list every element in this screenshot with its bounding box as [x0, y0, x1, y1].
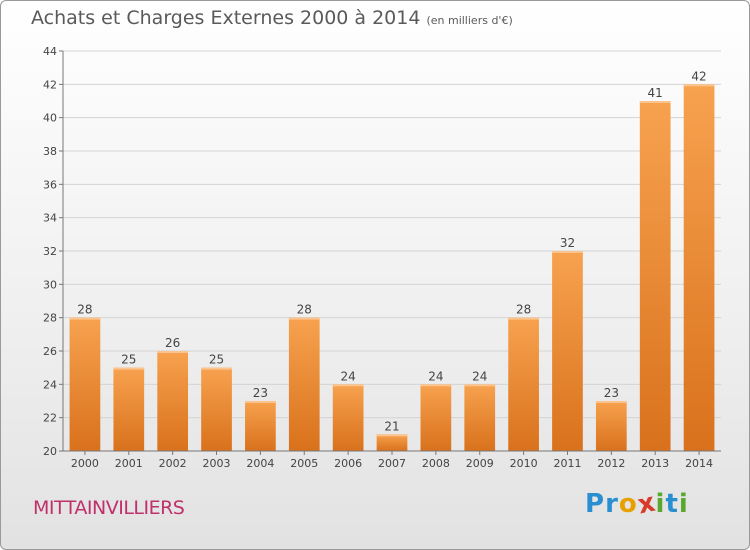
y-tick-label: 30: [43, 278, 57, 291]
y-tick-label: 40: [43, 112, 57, 125]
bar-highlight: [552, 251, 583, 253]
bar-highlight: [376, 434, 408, 437]
y-tick-label: 32: [43, 245, 57, 258]
chart-title-text: Achats et Charges Externes 2000 à 2014: [31, 7, 421, 29]
bar: [332, 384, 364, 451]
x-tick-label: 2013: [641, 457, 669, 470]
logo-letter: r: [605, 489, 619, 519]
y-tick-label: 22: [43, 412, 57, 425]
chart-title: Achats et Charges Externes 2000 à 2014 (e…: [31, 7, 513, 29]
data-label: 28: [77, 303, 92, 317]
x-tick-label: 2005: [290, 457, 318, 470]
bar: [157, 351, 189, 451]
data-label: 25: [121, 353, 136, 367]
bar-highlight: [69, 317, 101, 320]
logo-letter: P: [585, 489, 606, 519]
data-label: 21: [384, 419, 399, 433]
bar: [508, 317, 539, 451]
y-tick-label: 20: [43, 445, 57, 458]
y-tick-label: 36: [43, 178, 57, 191]
data-label: 23: [253, 386, 268, 400]
x-tick-label: 2011: [553, 457, 581, 470]
bar-highlight: [332, 384, 364, 387]
bar-highlight: [508, 317, 539, 320]
bar: [683, 84, 715, 451]
bar-highlight: [595, 401, 627, 403]
bar-highlight: [245, 401, 276, 403]
bar-highlight: [464, 384, 496, 387]
data-label: 41: [648, 86, 663, 100]
chart-subtitle: (en milliers d'€): [426, 14, 513, 27]
y-tick-label: 34: [43, 212, 57, 225]
data-label: 28: [516, 303, 531, 317]
x-axis: 2000 2001 2002 2003 2004 2005 2006 2007 2008 2009…: [63, 450, 721, 470]
bar: [69, 317, 101, 451]
bar-highlight: [113, 367, 145, 370]
data-label: 25: [209, 353, 224, 367]
bar: [288, 317, 320, 451]
x-tick-label: 2010: [510, 457, 538, 470]
y-tick-label: 26: [43, 345, 57, 358]
x-tick-label: 2009: [466, 457, 494, 470]
proxiti-logo[interactable]: Proxiti: [585, 487, 689, 520]
data-label: 42: [691, 69, 706, 83]
x-tick-label: 2003: [203, 457, 231, 470]
data-label: 32: [560, 236, 575, 250]
bar: [201, 367, 232, 451]
bar-highlight: [639, 101, 671, 103]
logo-letter: i: [678, 489, 689, 519]
bar: [464, 384, 496, 451]
bar-highlight: [157, 351, 189, 353]
x-tick-label: 2008: [422, 457, 450, 470]
bar-highlight: [420, 384, 452, 387]
bar: [245, 401, 276, 451]
data-label: 24: [340, 369, 355, 383]
bars: 28 25 26 25 23 28 24 21 24 24 28 32 23 41 42: [69, 69, 715, 451]
bar: [113, 367, 145, 451]
x-tick-label: 2014: [685, 457, 713, 470]
x-tick-label: 2002: [159, 457, 187, 470]
x-tick-label: 2012: [597, 457, 625, 470]
logo-letter: o: [618, 489, 638, 519]
x-tick-label: 2000: [71, 457, 99, 470]
y-tick-label: 44: [43, 45, 57, 58]
bar: [552, 251, 583, 451]
bar-highlight: [288, 317, 320, 320]
data-label: 23: [604, 386, 619, 400]
bar: [639, 101, 671, 451]
y-axis: 20 22 24 26 28 30 32 34 36 38 40 42 44: [43, 45, 64, 458]
x-tick-label: 2006: [334, 457, 362, 470]
data-label: 24: [472, 369, 487, 383]
data-label: 26: [165, 336, 180, 350]
city-name: MITTAINVILLIERS: [33, 497, 185, 519]
bar: [376, 434, 408, 451]
bar-highlight: [201, 367, 232, 370]
y-tick-label: 42: [43, 78, 57, 91]
x-tick-label: 2007: [378, 457, 406, 470]
data-label: 28: [297, 303, 312, 317]
y-tick-label: 24: [43, 378, 57, 391]
y-tick-label: 28: [43, 312, 57, 325]
x-tick-label: 2004: [246, 457, 274, 470]
x-tick-label: 2001: [115, 457, 143, 470]
bar: [595, 401, 627, 451]
bar: [420, 384, 452, 451]
data-label: 24: [428, 369, 443, 383]
logo-letter: t: [665, 489, 679, 519]
bar-highlight: [683, 84, 715, 87]
logo-letter: i: [655, 489, 666, 519]
y-tick-label: 38: [43, 145, 57, 158]
